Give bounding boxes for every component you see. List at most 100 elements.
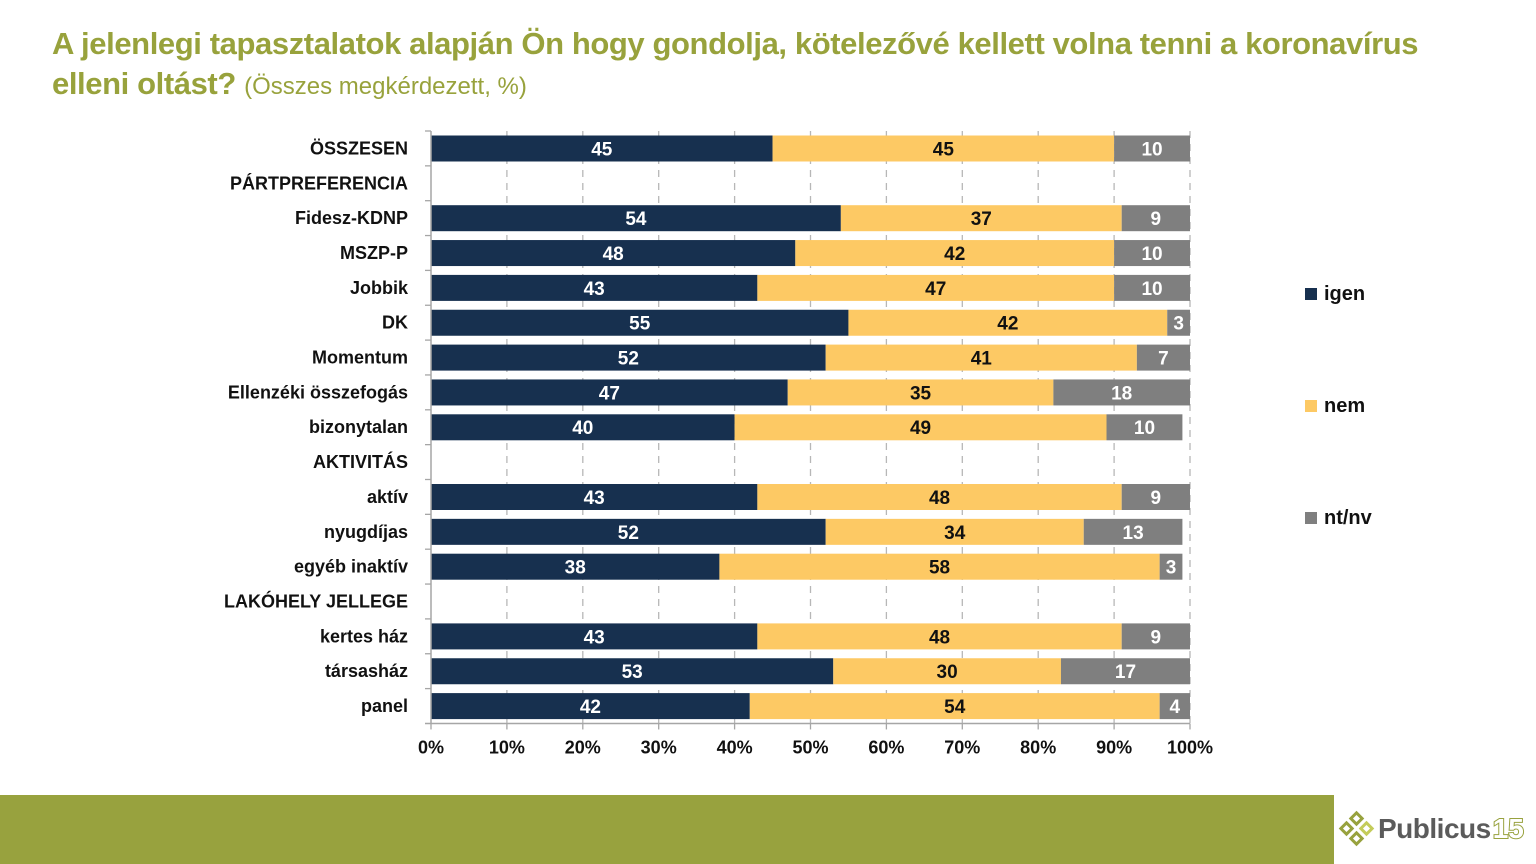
- bar-segment-nt-nv: [1159, 553, 1183, 580]
- category-label: PÁRTPREFERENCIA: [230, 172, 408, 193]
- chart-title: A jelenlegi tapasztalatok alapján Ön hog…: [52, 24, 1432, 107]
- logo-number: 15: [1492, 812, 1525, 845]
- data-label: 55: [629, 314, 651, 335]
- bar-segment-nt-nv: [1106, 414, 1183, 441]
- data-label: 52: [618, 523, 639, 544]
- x-tick-label: 90%: [1096, 737, 1132, 757]
- data-label: 10: [1134, 418, 1155, 439]
- data-label: 42: [580, 697, 601, 718]
- data-label: 48: [929, 627, 950, 648]
- data-label: 9: [1151, 627, 1162, 648]
- category-label: aktív: [367, 487, 408, 507]
- legend-swatch: [1305, 288, 1317, 300]
- bar-segment-nem: [825, 344, 1137, 371]
- axes: [425, 130, 1191, 730]
- data-label: 13: [1123, 523, 1144, 544]
- bar-segment-igen: [431, 344, 826, 371]
- bar-segment-igen: [431, 518, 826, 545]
- category-label: bizonytalan: [309, 417, 408, 437]
- data-label: 58: [929, 558, 950, 579]
- bar-segment-nem: [825, 518, 1084, 545]
- x-tick-label: 80%: [1020, 737, 1056, 757]
- category-label: panel: [361, 696, 408, 716]
- data-label: 42: [944, 244, 965, 265]
- data-label: 43: [584, 488, 605, 509]
- legend-swatch: [1305, 400, 1317, 412]
- data-label: 42: [997, 314, 1018, 335]
- bar-segment-nt-nv: [1121, 623, 1190, 650]
- bar-segment-nt-nv: [1167, 309, 1190, 336]
- data-label: 38: [565, 558, 586, 579]
- bar-segment-nem: [757, 623, 1122, 650]
- data-label: 52: [618, 349, 639, 370]
- bar-segment-nem: [757, 484, 1122, 510]
- x-tick-label: 10%: [489, 737, 525, 757]
- category-label: társasház: [325, 661, 408, 681]
- bar-segment-nem: [787, 379, 1054, 406]
- legend: igen nem nt/nv: [1305, 283, 1373, 529]
- bar-segment-nt-nv: [1053, 379, 1190, 406]
- data-label: 4: [1170, 697, 1181, 718]
- data-label: 35: [910, 383, 932, 404]
- category-label: MSZP-P: [340, 243, 408, 263]
- title-main: A jelenlegi tapasztalatok alapján Ön hog…: [52, 26, 1419, 101]
- bar-segment-nt-nv: [1159, 693, 1190, 720]
- category-label: DK: [382, 313, 408, 333]
- bar-segment-igen: [431, 240, 796, 267]
- data-label: 48: [929, 488, 950, 509]
- x-tick-label: 50%: [792, 737, 828, 757]
- bar-segment-nt-nv: [1121, 484, 1190, 510]
- bar-segment-igen: [431, 274, 758, 301]
- bar-segment-igen: [431, 553, 720, 580]
- data-label: 18: [1111, 383, 1132, 404]
- bar-segment-nem: [840, 205, 1122, 232]
- data-label: 3: [1166, 558, 1177, 579]
- bar-segment-nem: [772, 135, 1115, 162]
- data-label: 40: [572, 418, 593, 439]
- legend-label: nem: [1324, 395, 1365, 417]
- bar-segment-nt-nv: [1083, 518, 1183, 545]
- bar-segment-igen: [431, 135, 773, 162]
- data-label: 43: [584, 279, 605, 300]
- data-label: 47: [599, 383, 620, 404]
- data-label: 43: [584, 627, 605, 648]
- category-label: kertes ház: [320, 626, 408, 646]
- category-label: Ellenzéki összefogás: [228, 382, 408, 402]
- x-tick-label: 30%: [641, 737, 677, 757]
- category-label: Fidesz-KDNP: [295, 208, 408, 228]
- bar-segment-nem: [795, 240, 1115, 267]
- x-tick-labels: 0% 10% 20% 30% 40% 50% 60% 70% 80% 90% 100%: [418, 737, 1213, 757]
- x-tick-label: 60%: [868, 737, 904, 757]
- bar-segment-nt-nv: [1114, 135, 1190, 162]
- data-label: 10: [1141, 244, 1162, 265]
- data-label: 9: [1151, 488, 1162, 509]
- x-tick-label: 100%: [1167, 737, 1213, 757]
- title-subtitle: (Összes megkérdezett, %): [244, 73, 527, 100]
- data-label: 10: [1141, 279, 1162, 300]
- x-tick-label: 0%: [418, 737, 444, 757]
- publicus-logo: Publicus 15: [1338, 805, 1525, 853]
- data-label: 49: [910, 418, 931, 439]
- bar-segment-igen: [431, 309, 849, 336]
- data-label: 54: [944, 697, 966, 718]
- x-tick-label: 20%: [565, 737, 601, 757]
- bar-segment-nt-nv: [1060, 658, 1190, 685]
- data-label: 53: [622, 662, 643, 683]
- legend-swatch: [1305, 512, 1317, 524]
- bar-segment-nem: [749, 693, 1160, 720]
- category-label: Jobbik: [350, 278, 409, 298]
- bar-segment-nem: [757, 274, 1115, 301]
- bar-segment-nt-nv: [1114, 274, 1190, 301]
- data-label: 9: [1151, 209, 1162, 230]
- data-label: 10: [1141, 139, 1162, 160]
- x-tick-label: 70%: [944, 737, 980, 757]
- data-label: 47: [925, 279, 946, 300]
- footer-strip: [0, 795, 1334, 864]
- diamond-logo-icon: [1338, 810, 1375, 847]
- logo-text: Publicus: [1378, 813, 1491, 844]
- data-label: 30: [937, 662, 958, 683]
- data-label: 48: [603, 244, 624, 265]
- bar-segment-igen: [431, 658, 834, 685]
- legend-label: nt/nv: [1324, 507, 1373, 529]
